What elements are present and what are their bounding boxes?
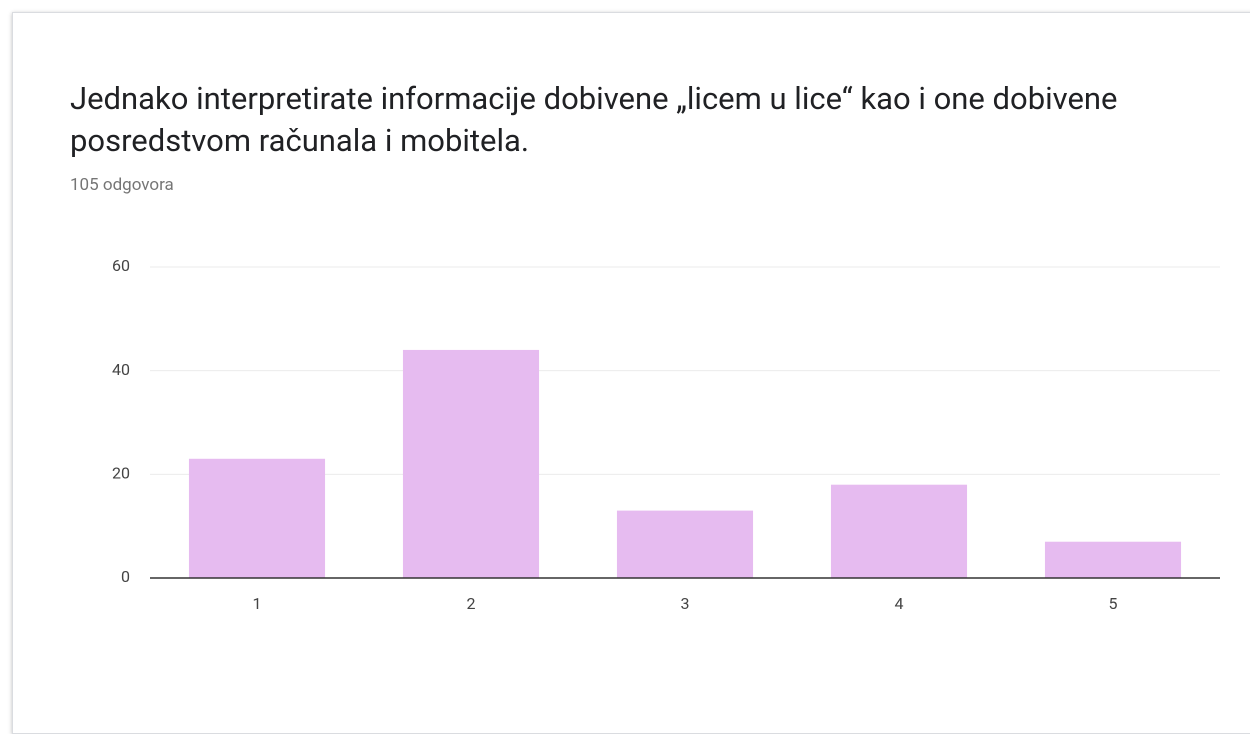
bar — [402, 349, 540, 578]
y-tick-label: 60 — [112, 256, 130, 275]
bar — [830, 484, 968, 578]
x-tick-label: 1 — [253, 594, 262, 613]
card — [12, 12, 1250, 734]
x-tick-label: 3 — [681, 594, 690, 613]
page: Jednako interpretirate informacije dobiv… — [12, 12, 1250, 734]
x-tick-label: 4 — [895, 594, 904, 613]
bar — [1044, 541, 1182, 578]
x-tick-label: 5 — [1109, 594, 1118, 613]
y-tick-label: 40 — [112, 360, 130, 379]
bar — [188, 458, 326, 578]
y-tick-label: 20 — [112, 464, 130, 483]
chart-title: Jednako interpretirate informacije dobiv… — [70, 80, 1118, 159]
x-tick-label: 2 — [467, 594, 476, 613]
bar — [616, 510, 754, 578]
response-count: 105 odgovora — [70, 175, 174, 195]
y-tick-label: 0 — [121, 567, 130, 586]
chart: 0 20 40 60 1 2 3 4 5 — [112, 256, 1220, 613]
